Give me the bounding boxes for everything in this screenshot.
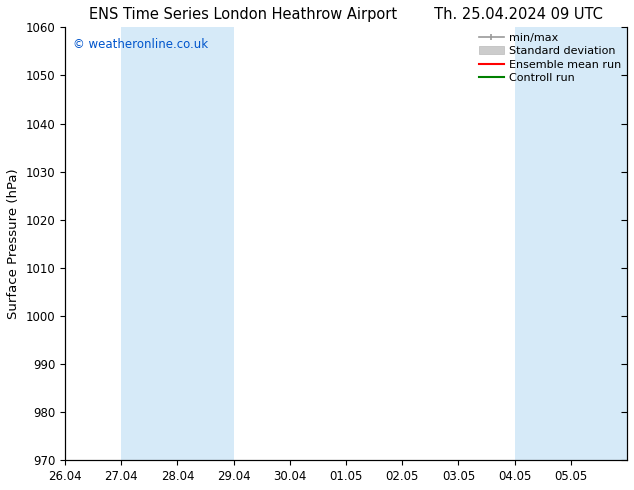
Text: © weatheronline.co.uk: © weatheronline.co.uk — [74, 38, 209, 51]
Bar — [121, 27, 233, 460]
Legend: min/max, Standard deviation, Ensemble mean run, Controll run: min/max, Standard deviation, Ensemble me… — [479, 33, 621, 83]
Bar — [515, 27, 627, 460]
Title: ENS Time Series London Heathrow Airport        Th. 25.04.2024 09 UTC: ENS Time Series London Heathrow Airport … — [89, 7, 603, 22]
Y-axis label: Surface Pressure (hPa): Surface Pressure (hPa) — [7, 169, 20, 319]
